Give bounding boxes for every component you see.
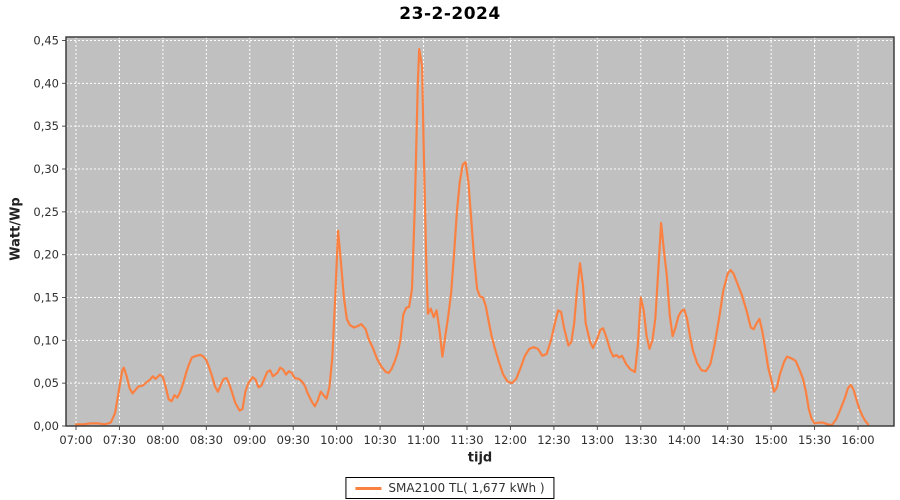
x-tick-label: 14:00: [668, 433, 701, 447]
x-tick-label: 12:30: [537, 433, 570, 447]
series-line: [74, 47, 870, 427]
x-tick-label: 14:30: [711, 433, 744, 447]
x-tick-label: 09:30: [277, 433, 310, 447]
y-tick-label: 0,05: [33, 376, 59, 390]
legend-series-label: SMA2100 TL( 1,677 kWh ): [388, 481, 545, 495]
x-tick-label: 11:30: [450, 433, 483, 447]
y-tick-label: 0,40: [33, 76, 59, 90]
legend-line-swatch: [355, 486, 382, 490]
x-tick-label: 09:00: [233, 433, 266, 447]
y-tick-label: 0,35: [33, 119, 59, 133]
x-tick-label: 13:00: [581, 433, 614, 447]
y-tick-label: 0,00: [33, 419, 59, 433]
y-tick-label: 0,25: [33, 205, 59, 219]
x-tick-label: 12:00: [494, 433, 527, 447]
y-tick-label: 0,45: [33, 34, 59, 48]
x-tick-label: 08:30: [190, 433, 223, 447]
chart-title: 23-2-2024: [399, 4, 501, 24]
y-tick-label: 0,30: [33, 162, 59, 176]
x-tick-label: 07:30: [103, 433, 136, 447]
y-tick-label: 0,10: [33, 333, 59, 347]
x-tick-label: 15:30: [798, 433, 831, 447]
x-tick-label: 10:30: [364, 433, 397, 447]
plot-border: [65, 36, 895, 427]
x-tick-label: 08:00: [146, 433, 179, 447]
plot-background: [66, 37, 894, 426]
x-tick-label: 13:30: [624, 433, 657, 447]
x-tick-label: 10:00: [320, 433, 353, 447]
x-tick-label: 11:00: [407, 433, 440, 447]
y-tick-label: 0,15: [33, 291, 59, 305]
x-tick-label: 15:00: [755, 433, 788, 447]
x-tick-label: 07:00: [59, 433, 92, 447]
legend: SMA2100 TL( 1,677 kWh ): [345, 477, 555, 499]
x-axis-title: tijd: [467, 450, 493, 466]
x-tick-label: 16:00: [841, 433, 874, 447]
y-tick-label: 0,20: [33, 248, 59, 262]
